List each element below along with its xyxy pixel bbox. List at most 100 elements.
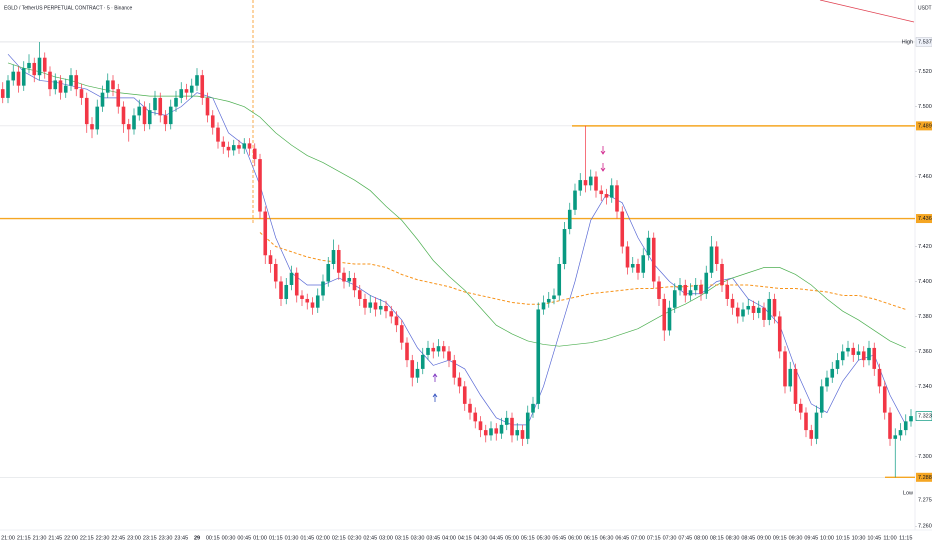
- candle-body: [457, 377, 462, 387]
- candle-body: [53, 80, 58, 90]
- candle-body: [704, 272, 709, 294]
- x-tick-label: 00:45: [237, 535, 251, 541]
- candle-body: [100, 92, 105, 107]
- x-tick-label: 03:15: [395, 535, 409, 541]
- candle-body: [368, 302, 373, 308]
- candle-body: [63, 85, 68, 93]
- x-tick-label: 07:45: [678, 535, 692, 541]
- level-box: [916, 121, 932, 131]
- candle-body: [210, 115, 215, 128]
- x-tick-label: 06:00: [568, 535, 582, 541]
- x-tick-label: 09:15: [773, 535, 787, 541]
- candle-body: [746, 305, 751, 310]
- level-label: 7.436: [918, 216, 932, 222]
- high-label: 7.537: [918, 39, 932, 45]
- candle-body: [909, 416, 913, 422]
- candle-body: [452, 360, 457, 378]
- candle-body: [405, 342, 409, 361]
- candle-body: [231, 145, 236, 151]
- candle-body: [247, 143, 252, 149]
- x-tick-label: 10:30: [852, 535, 866, 541]
- candle-body: [273, 264, 278, 282]
- sell-arrow: [600, 163, 606, 172]
- candle-body: [69, 75, 73, 86]
- candle-body: [762, 307, 766, 320]
- candle-body: [504, 417, 509, 425]
- x-tick-label: 04:30: [474, 535, 488, 541]
- x-tick-label: 04:00: [442, 535, 456, 541]
- candle-body: [599, 190, 604, 195]
- candle-body: [284, 284, 289, 299]
- candle-body: [336, 250, 341, 273]
- candle-body: [74, 75, 79, 90]
- chart-title: EGLD / TetherUS PERPETUAL CONTRACT · 5 ·…: [4, 5, 133, 11]
- candle-body: [903, 421, 908, 431]
- candle-body: [184, 89, 189, 93]
- candle-body: [557, 264, 562, 296]
- candle-body: [305, 298, 310, 303]
- candle-body: [142, 106, 147, 125]
- high-box: [915, 37, 932, 47]
- y-tick-label: 7.420: [918, 244, 932, 250]
- x-tick-label: 22:00: [64, 535, 78, 541]
- candle-body: [27, 62, 31, 69]
- x-tick-label: 00:15: [206, 535, 220, 541]
- y-tick-label: 7.360: [918, 349, 932, 355]
- candle-body: [363, 298, 367, 308]
- y-tick-label: 7.500: [918, 104, 932, 110]
- candle-body: [111, 80, 115, 90]
- candle-body: [226, 146, 231, 151]
- candle-body: [174, 97, 178, 107]
- buy-arrow: [432, 393, 438, 402]
- candle-body: [168, 106, 173, 125]
- x-tick-label: 01:30: [285, 535, 299, 541]
- candle-body: [237, 145, 241, 149]
- candle-body: [137, 106, 142, 116]
- x-tick-label: 10:00: [820, 535, 834, 541]
- candle-body: [179, 89, 184, 98]
- x-tick-label: 01:00: [253, 535, 267, 541]
- x-tick-label: 08:00: [694, 535, 708, 541]
- y-tick-label: 7.520: [918, 69, 932, 75]
- level-label: 7.288: [918, 475, 932, 481]
- candle-body: [279, 281, 283, 299]
- candle-body: [851, 347, 856, 355]
- candle-body: [37, 57, 42, 76]
- candle-body: [620, 211, 625, 247]
- candle-body: [252, 148, 257, 160]
- x-tick-label: 07:15: [647, 535, 661, 541]
- candle-body: [378, 305, 383, 310]
- candle-body: [888, 412, 892, 439]
- candle-body: [893, 435, 898, 439]
- candle-body: [331, 250, 336, 264]
- candle-body: [147, 110, 152, 125]
- candle-body: [268, 255, 273, 264]
- x-tick-label: 09:00: [757, 535, 771, 541]
- candle-body: [567, 209, 572, 230]
- candle-body: [536, 309, 541, 404]
- candle-body: [809, 430, 814, 439]
- candle-body: [793, 368, 798, 404]
- candle-body: [510, 417, 514, 436]
- x-tick-label: 22:45: [111, 535, 125, 541]
- candle-body: [772, 298, 777, 317]
- candle-body: [342, 272, 346, 282]
- candle-body: [814, 412, 819, 439]
- x-tick-label: 29: [194, 535, 200, 541]
- x-tick-label: 00:30: [222, 535, 236, 541]
- candle-body: [242, 143, 247, 149]
- candle-body: [58, 80, 63, 93]
- candle-body: [258, 159, 262, 212]
- x-tick-label: 23:45: [174, 535, 188, 541]
- high-text: High: [902, 39, 913, 45]
- candle-body: [352, 277, 357, 291]
- x-tick-label: 10:15: [836, 535, 850, 541]
- candle-body: [788, 368, 793, 387]
- x-tick-label: 09:45: [804, 535, 818, 541]
- candle-body: [552, 295, 556, 299]
- candle-body: [420, 354, 425, 369]
- candle-body: [105, 80, 110, 93]
- candle-body: [798, 403, 803, 413]
- x-tick-label: 10:45: [867, 535, 881, 541]
- y-tick-label: 7.300: [918, 454, 932, 460]
